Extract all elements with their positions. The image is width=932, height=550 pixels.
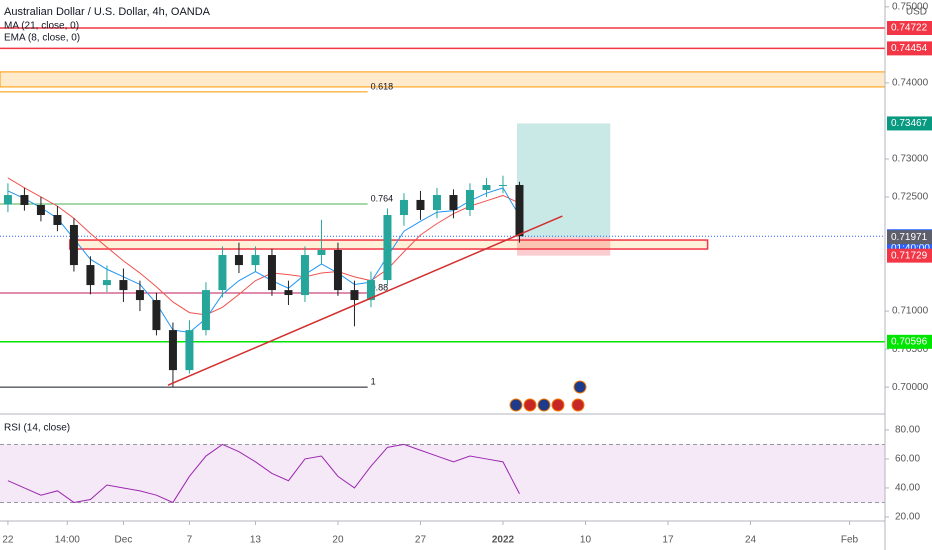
- y-tick-label: 0.71000: [892, 306, 929, 317]
- candle-body: [234, 255, 243, 266]
- price-tag-label: 0.74454: [891, 43, 928, 54]
- candle-body: [482, 184, 491, 190]
- price-tag: [887, 20, 932, 35]
- rsi-tick-label: 60.00: [895, 454, 920, 465]
- y-tick-label: 0.72500: [892, 192, 929, 203]
- x-tick-label: 27: [415, 535, 427, 546]
- legend-ema: EMA (8, close, 0): [4, 33, 80, 44]
- price-tag: [887, 248, 932, 263]
- candle-body: [432, 195, 441, 210]
- candle-body: [20, 195, 29, 205]
- candle-body: [383, 215, 392, 281]
- y-tick-label: 0.74000: [892, 78, 929, 89]
- fib-label: 0.618: [371, 81, 394, 91]
- candle-body: [399, 199, 408, 216]
- price-tag: [887, 334, 932, 349]
- candle-body: [3, 195, 12, 205]
- candle-body: [36, 204, 45, 216]
- candle-body: [86, 265, 95, 286]
- candle-body: [201, 290, 210, 331]
- candle-body: [498, 184, 507, 186]
- currency: USD: [906, 7, 927, 18]
- price-tag-label: 0.71729: [891, 250, 928, 261]
- candle-body: [515, 184, 524, 237]
- x-tick-label: 2022: [492, 535, 515, 546]
- candle-body: [135, 290, 144, 301]
- fib-label: 0.88: [371, 282, 389, 292]
- zone: [0, 71, 886, 88]
- y-tick-label: 0.75000: [892, 1, 929, 12]
- x-tick-label: 13: [250, 535, 262, 546]
- candle-body: [350, 290, 359, 301]
- price-tag: [887, 116, 932, 131]
- candle-body: [251, 255, 260, 266]
- rsi-line: [7, 443, 520, 504]
- price-tag-label: 0.73467: [891, 118, 928, 129]
- x-tick-label: 20: [332, 535, 344, 546]
- x-tick-label: Dec: [115, 535, 133, 546]
- fib-label: 0.764: [371, 193, 394, 203]
- y-tick-label: 0.70000: [892, 382, 929, 393]
- x-tick-label: 24: [745, 535, 757, 546]
- rsi-tick-label: 40.00: [895, 483, 920, 494]
- candle-body: [300, 255, 309, 296]
- y-tick-label: 0.70500: [892, 344, 929, 355]
- fib-label: 1: [371, 377, 376, 387]
- candle-body: [53, 215, 62, 225]
- candle-body: [69, 224, 78, 266]
- price-tag-label: 0.71971: [891, 232, 928, 243]
- countdown: 01:40:00: [891, 243, 930, 254]
- price-tag: [887, 230, 932, 245]
- plot-layer: 0.618 0.764 0.88 1: [0, 27, 886, 504]
- rsi-tick-label: 80.00: [895, 425, 920, 436]
- y-tick-label: 0.73000: [892, 154, 929, 165]
- x-tick-label: 17: [662, 535, 674, 546]
- price-tag-label: 0.74722: [891, 23, 928, 34]
- rsi-band: [0, 444, 885, 503]
- candle-body: [465, 189, 474, 210]
- legend-ma: MA (21, close, 0): [4, 21, 79, 32]
- candle-body: [168, 330, 177, 371]
- candle-body: [366, 280, 375, 301]
- x-tick-label: 7: [187, 535, 193, 546]
- x-tick-label: Feb: [841, 535, 859, 546]
- price-tag: [887, 41, 932, 56]
- candle-body: [416, 199, 425, 210]
- candle-body: [152, 300, 161, 331]
- price-tag-label: 0.70596: [891, 336, 928, 347]
- candle-body: [185, 330, 194, 371]
- rsi-legend: RSI (14, close): [4, 423, 70, 434]
- candle-body: [449, 195, 458, 210]
- x-tick-label: 10: [580, 535, 592, 546]
- x-tick-label: 14:00: [55, 535, 80, 546]
- indicator-line: [7, 177, 520, 316]
- chart-title: Australian Dollar / U.S. Dollar, 4h, OAN…: [4, 6, 211, 18]
- candle-body: [119, 280, 128, 291]
- candle-body: [284, 290, 293, 296]
- position-target: [517, 123, 611, 238]
- candle-body: [102, 280, 111, 286]
- candle-body: [333, 250, 342, 291]
- x-tick-label: 22: [2, 535, 14, 546]
- event-icons: [509, 380, 587, 412]
- trendline: [167, 215, 563, 386]
- candle-body: [218, 255, 227, 291]
- indicator-line: [7, 187, 520, 333]
- position-stop: [517, 237, 611, 256]
- candle-body: [317, 250, 326, 256]
- candle-body: [267, 255, 276, 291]
- rsi-tick-label: 20.00: [895, 512, 920, 523]
